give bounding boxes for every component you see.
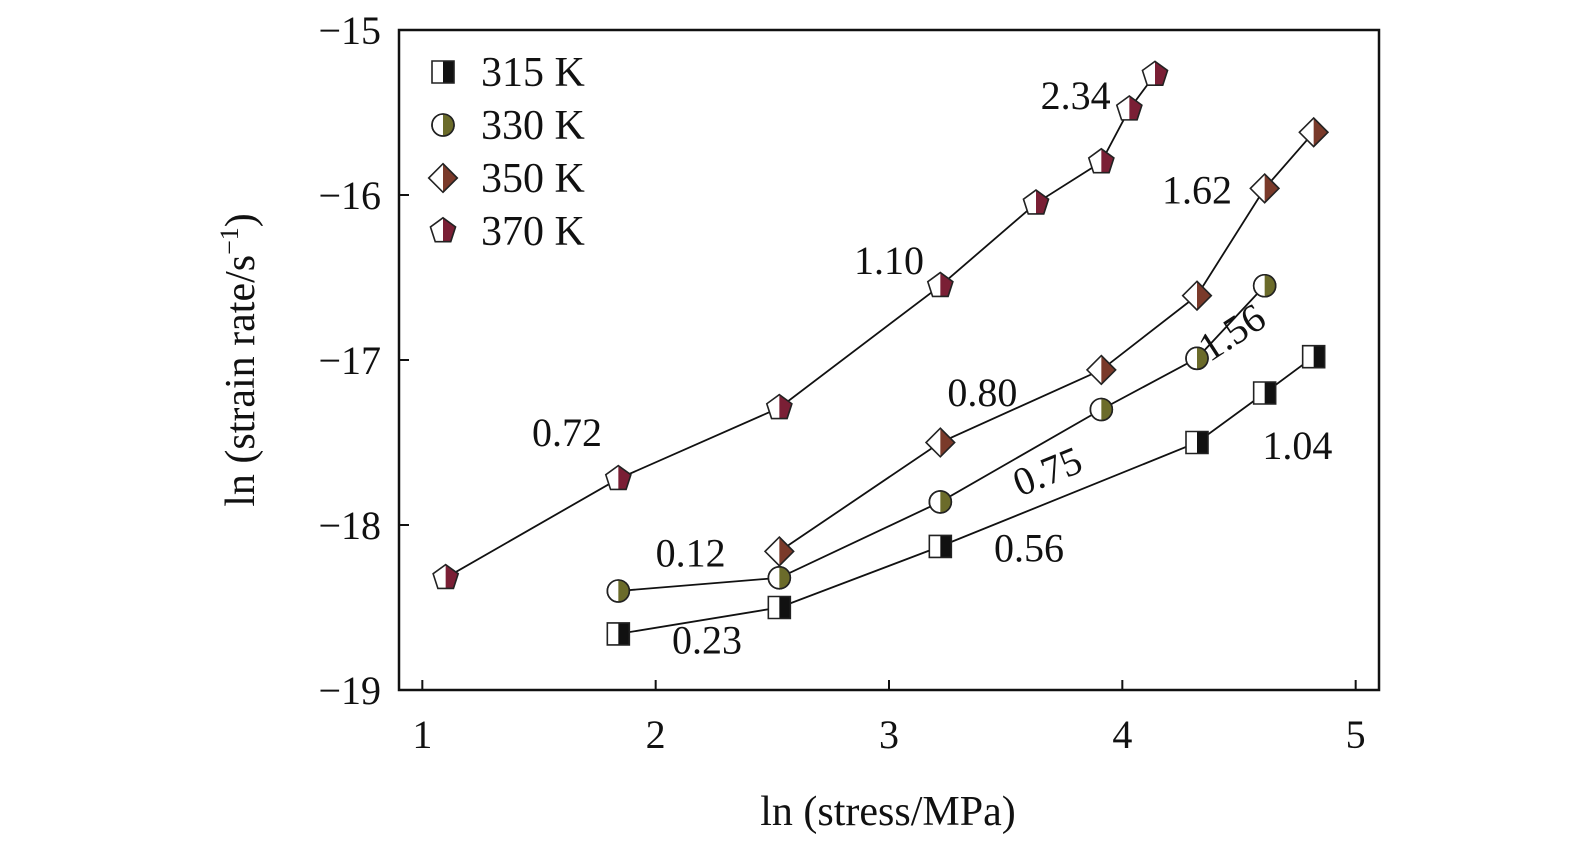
y-axis-label-superscript: −1: [215, 227, 244, 255]
legend-label: 350 K: [481, 156, 585, 202]
data-point: [606, 622, 631, 646]
series-line: [618, 285, 1266, 592]
data-point: [928, 534, 953, 559]
data-point: [1085, 354, 1117, 386]
data-point: [1252, 273, 1277, 298]
legend-label: 370 K: [481, 209, 585, 255]
x-tick-label: 5: [1346, 712, 1366, 757]
x-tick-label: 1: [412, 712, 432, 757]
data-point: [763, 535, 795, 567]
slope-annotation: 1.62: [1162, 167, 1232, 212]
y-tick-label: −17: [318, 338, 381, 383]
slope-annotation: 0.56: [994, 525, 1064, 570]
slope-annotation: 1.04: [1262, 423, 1332, 468]
data-point: [928, 490, 953, 514]
data-point: [1249, 172, 1281, 204]
series-line: [778, 131, 1315, 553]
series-330-k: [606, 273, 1277, 603]
x-axis-ticks: 1 2 3 4 5: [412, 680, 1366, 757]
legend-label: 315 K: [481, 50, 585, 96]
data-point: [427, 162, 459, 194]
data-point: [765, 393, 793, 420]
data-point: [1252, 381, 1277, 405]
x-axis-label: ln (stress/MPa): [760, 789, 1016, 835]
y-axis-label: ln (strain rate/s−1): [215, 213, 264, 507]
slope-annotation: 2.34: [1041, 73, 1111, 118]
series-layer: [432, 60, 1330, 646]
series-315-k: [606, 344, 1326, 646]
data-point: [1185, 430, 1209, 455]
legend-item: 330 K: [431, 103, 585, 149]
data-point: [1301, 344, 1326, 369]
y-axis-label-close: ): [218, 213, 264, 227]
data-point: [1185, 346, 1209, 371]
series-370-k: [432, 60, 1169, 590]
data-point: [431, 60, 455, 84]
x-tick-label: 3: [879, 712, 899, 757]
x-tick-label: 4: [1112, 712, 1132, 757]
data-point: [1181, 280, 1213, 312]
data-point: [1087, 147, 1115, 174]
x-tick-label: 2: [646, 712, 666, 757]
data-point: [1089, 397, 1114, 422]
y-axis-label-main: ln (strain rate/s: [218, 255, 264, 507]
data-point: [604, 464, 632, 491]
data-point: [924, 427, 956, 458]
legend-item: 350 K: [427, 156, 585, 202]
data-point: [767, 595, 792, 620]
slope-annotation: 0.23: [672, 618, 742, 663]
y-axis-ticks: −19 −18 −17 −16 −15: [318, 8, 409, 713]
slope-annotation: 1.10: [854, 238, 924, 283]
slope-annotation: 0.80: [947, 370, 1017, 415]
data-point: [431, 113, 455, 137]
series-350-k: [763, 116, 1330, 567]
y-tick-label: −19: [318, 668, 381, 713]
y-tick-label: −16: [318, 173, 381, 218]
slope-annotation: 0.75: [1006, 437, 1088, 505]
data-point: [767, 565, 792, 590]
data-point: [1115, 95, 1143, 121]
data-point: [1022, 189, 1050, 215]
y-tick-label: −15: [318, 8, 381, 53]
data-point: [1141, 60, 1169, 87]
data-point: [926, 271, 954, 298]
annotation-layer: 0.230.561.040.120.751.560.801.620.721.10…: [532, 73, 1332, 663]
legend: 315 K 330 K 350 K 370 K: [427, 50, 585, 255]
data-point: [432, 563, 460, 590]
y-tick-label: −18: [318, 503, 381, 548]
legend-item: 370 K: [429, 209, 585, 255]
legend-label: 330 K: [481, 103, 585, 149]
legend-item: 315 K: [431, 50, 585, 96]
data-point: [1298, 116, 1330, 148]
data-point: [429, 216, 457, 243]
slope-annotation: 0.12: [656, 530, 726, 575]
data-point: [606, 579, 631, 603]
slope-annotation: 0.72: [532, 410, 602, 455]
